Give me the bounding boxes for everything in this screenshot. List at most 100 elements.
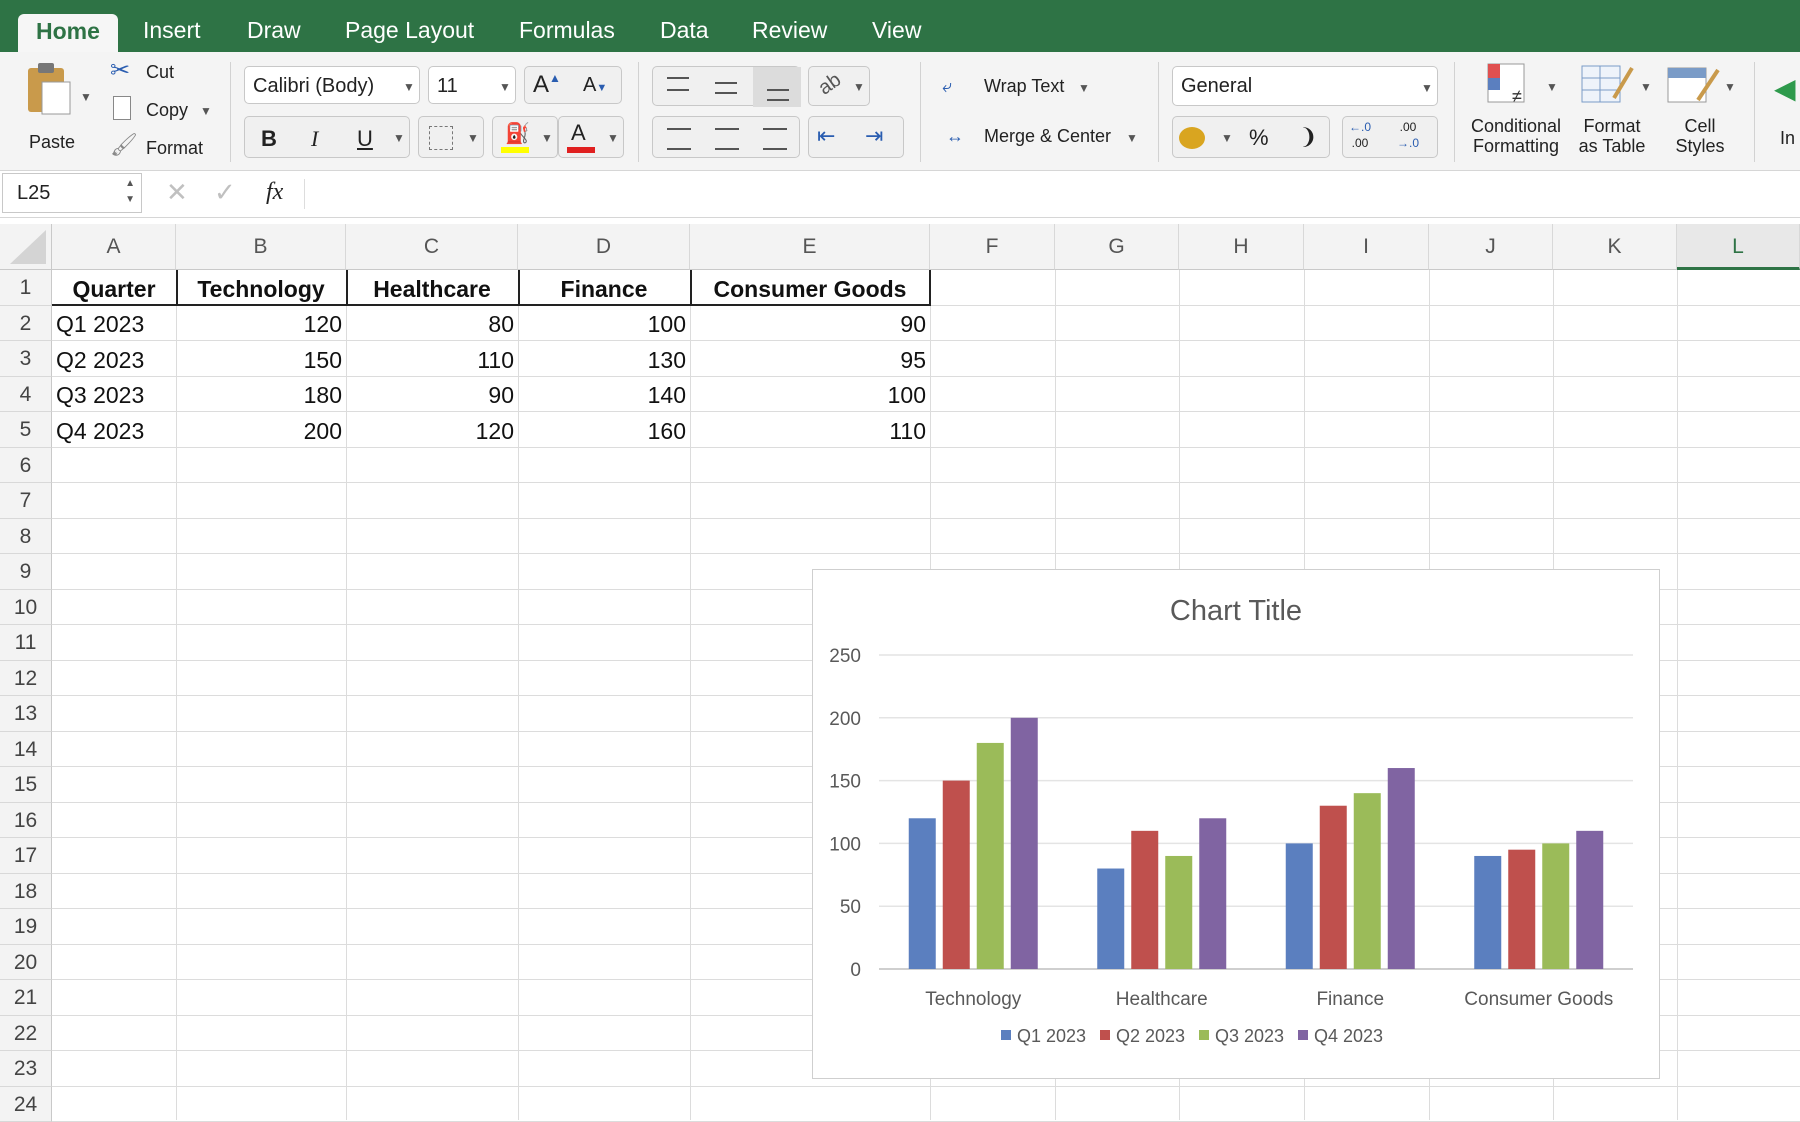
cell-a5[interactable]: Q4 2023 <box>56 413 176 448</box>
column-header-c[interactable]: C <box>346 224 518 270</box>
cell-e5[interactable]: 110 <box>690 413 930 448</box>
row-header[interactable]: 1 <box>0 270 52 306</box>
tab-home[interactable]: Home <box>18 14 118 52</box>
column-header-e[interactable]: E <box>690 224 930 270</box>
cell-d1[interactable]: Finance <box>518 271 690 306</box>
wrap-text-button[interactable]: ⤶ Wrap Text ▼ <box>942 72 1092 102</box>
column-header-b[interactable]: B <box>176 224 346 270</box>
decrease-decimal-button[interactable]: .00 →.0 <box>1397 119 1419 151</box>
cell-a4[interactable]: Q3 2023 <box>56 377 176 412</box>
align-right-button[interactable] <box>763 128 787 150</box>
cell-e2[interactable]: 90 <box>690 306 930 341</box>
italic-button[interactable]: I <box>311 126 318 152</box>
row-header[interactable]: 7 <box>0 483 52 519</box>
row-header[interactable]: 24 <box>0 1087 52 1122</box>
row-header[interactable]: 9 <box>0 554 52 590</box>
align-left-button[interactable] <box>667 128 691 150</box>
cell-b1[interactable]: Technology <box>176 271 346 306</box>
row-header[interactable]: 12 <box>0 661 52 697</box>
comma-style-button[interactable]: ❩ <box>1299 124 1317 150</box>
column-header-k[interactable]: K <box>1553 224 1677 270</box>
cell-b5[interactable]: 200 <box>176 413 346 448</box>
format-painter-button[interactable]: 🖌 Format <box>110 134 210 164</box>
bold-button[interactable]: B <box>261 126 277 152</box>
column-header-i[interactable]: I <box>1304 224 1429 270</box>
merge-center-button[interactable]: ↔ Merge & Center ▼ <box>942 122 1142 152</box>
row-header[interactable]: 6 <box>0 448 52 484</box>
cell-c4[interactable]: 90 <box>346 377 518 412</box>
select-all-button[interactable] <box>0 224 52 270</box>
column-header-g[interactable]: G <box>1055 224 1179 270</box>
decrease-font-size-button[interactable]: A▼ <box>583 74 607 97</box>
row-header[interactable]: 11 <box>0 625 52 661</box>
copy-button[interactable]: Copy ▼ <box>110 96 220 126</box>
cell-e1[interactable]: Consumer Goods <box>690 271 930 306</box>
column-header-h[interactable]: H <box>1179 224 1304 270</box>
row-header[interactable]: 20 <box>0 945 52 981</box>
cut-button[interactable]: ✂ Cut <box>110 58 200 88</box>
cell-c2[interactable]: 80 <box>346 306 518 341</box>
accounting-format-button[interactable] <box>1179 123 1205 154</box>
cell-c5[interactable]: 120 <box>346 413 518 448</box>
row-header[interactable]: 23 <box>0 1051 52 1087</box>
formula-input[interactable] <box>304 179 1795 209</box>
increase-indent-button[interactable]: ⇥ <box>865 123 883 149</box>
cell-a2[interactable]: Q1 2023 <box>56 306 176 341</box>
font-size-select[interactable]: 11 ▼ <box>428 66 516 104</box>
row-header[interactable]: 8 <box>0 519 52 555</box>
cell-b3[interactable]: 150 <box>176 342 346 377</box>
row-header[interactable]: 22 <box>0 1016 52 1052</box>
row-header[interactable]: 5 <box>0 412 52 448</box>
tab-view[interactable]: View <box>872 0 921 52</box>
row-header[interactable]: 21 <box>0 980 52 1016</box>
cell-e3[interactable]: 95 <box>690 342 930 377</box>
tab-page-layout[interactable]: Page Layout <box>345 0 474 52</box>
cell-d4[interactable]: 140 <box>518 377 690 412</box>
underline-dropdown-icon[interactable]: ▼ <box>393 131 405 145</box>
cell-d3[interactable]: 130 <box>518 342 690 377</box>
cell-c3[interactable]: 110 <box>346 342 518 377</box>
column-header-f[interactable]: F <box>930 224 1055 270</box>
enter-icon[interactable]: ✓ <box>214 177 236 208</box>
align-bottom-button[interactable] <box>753 67 801 107</box>
row-header[interactable]: 10 <box>0 590 52 626</box>
insert-cells-button[interactable]: ◀ In <box>1768 58 1800 168</box>
cell-c1[interactable]: Healthcare <box>346 271 518 306</box>
percent-button[interactable]: % <box>1249 125 1269 151</box>
font-name-select[interactable]: Calibri (Body) ▼ <box>244 66 420 104</box>
orientation-button[interactable]: ab ▼ <box>808 66 870 106</box>
row-header[interactable]: 18 <box>0 874 52 910</box>
borders-button[interactable]: ▼ <box>418 116 484 158</box>
tab-insert[interactable]: Insert <box>143 0 201 52</box>
row-header[interactable]: 2 <box>0 306 52 342</box>
increase-decimal-button[interactable]: ←.0 .00 <box>1349 119 1371 151</box>
insert-function-button[interactable]: fx <box>266 179 283 206</box>
cell-b4[interactable]: 180 <box>176 377 346 412</box>
row-header[interactable]: 14 <box>0 732 52 768</box>
decrease-indent-button[interactable]: ⇤ <box>817 123 835 149</box>
row-header[interactable]: 13 <box>0 696 52 732</box>
row-header[interactable]: 15 <box>0 767 52 803</box>
align-middle-button[interactable] <box>715 82 737 94</box>
chart-title[interactable]: Chart Title <box>1170 595 1302 627</box>
fill-color-button[interactable]: ⛽ ▼ <box>492 116 558 158</box>
name-box[interactable]: L25 ▲▼ <box>2 173 142 213</box>
row-header[interactable]: 17 <box>0 838 52 874</box>
row-header[interactable]: 16 <box>0 803 52 839</box>
align-center-button[interactable] <box>715 128 739 150</box>
cell-d2[interactable]: 100 <box>518 306 690 341</box>
column-header-d[interactable]: D <box>518 224 690 270</box>
column-header-l[interactable]: L <box>1677 224 1800 270</box>
cancel-icon[interactable]: ✕ <box>166 177 188 208</box>
cell-e4[interactable]: 100 <box>690 377 930 412</box>
increase-font-size-button[interactable]: A▲ <box>533 71 561 99</box>
cell-b2[interactable]: 120 <box>176 306 346 341</box>
paste-dropdown-icon[interactable]: ▼ <box>80 90 92 104</box>
cell-a1[interactable]: Quarter <box>52 271 176 306</box>
column-header-j[interactable]: J <box>1429 224 1553 270</box>
row-header[interactable]: 3 <box>0 341 52 377</box>
